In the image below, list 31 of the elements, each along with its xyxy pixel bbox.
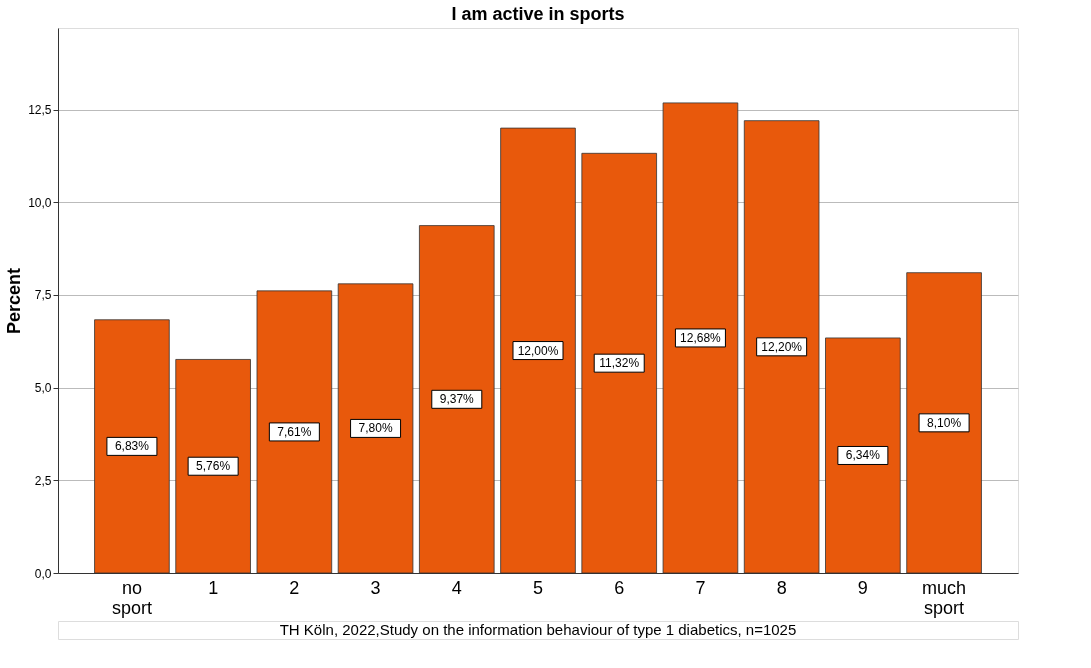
x-tick-label: 7	[695, 577, 706, 598]
data-label: 12,68%	[680, 330, 722, 345]
data-label: 9,37%	[439, 392, 475, 407]
x-tick-label: 4	[451, 577, 462, 598]
data-label: 5,76%	[196, 459, 231, 474]
y-axis-title: Percent	[4, 267, 25, 335]
y-tick-label: 10,0	[28, 195, 52, 210]
x-tick-label: 6	[614, 577, 625, 598]
x-tick-label: 9	[857, 577, 868, 598]
x-tick-label: 5	[532, 577, 544, 598]
data-label: 6,34%	[845, 448, 881, 463]
y-tick-label: 2,5	[34, 473, 52, 488]
x-tick-label: 3	[370, 577, 381, 598]
data-label: 12,20%	[761, 339, 803, 354]
y-tick-label: 0,0	[34, 566, 52, 581]
x-tick-label: no sport	[111, 577, 152, 618]
data-label: 11,32%	[599, 356, 640, 371]
data-label: 12,00%	[517, 343, 559, 358]
chart-title: I am active in sports	[451, 4, 625, 24]
x-tick-label: 8	[776, 577, 787, 598]
data-label: 6,83%	[114, 439, 150, 454]
data-label: 8,10%	[927, 415, 962, 430]
text: TH Köln, 2022,Study on the information behaviour of type 1 diabetics, n=1025	[279, 621, 797, 638]
x-tick-label: 2	[289, 577, 300, 598]
data-label: 7,80%	[358, 421, 393, 436]
x-tick-label: 1	[208, 577, 219, 598]
x-tick-label: much sport	[922, 577, 967, 618]
y-tick-label: 12,5	[28, 103, 52, 118]
y-tick-label: 5,0	[34, 381, 52, 396]
y-tick-label: 7,5	[34, 288, 52, 303]
data-label: 7,61%	[277, 424, 312, 439]
